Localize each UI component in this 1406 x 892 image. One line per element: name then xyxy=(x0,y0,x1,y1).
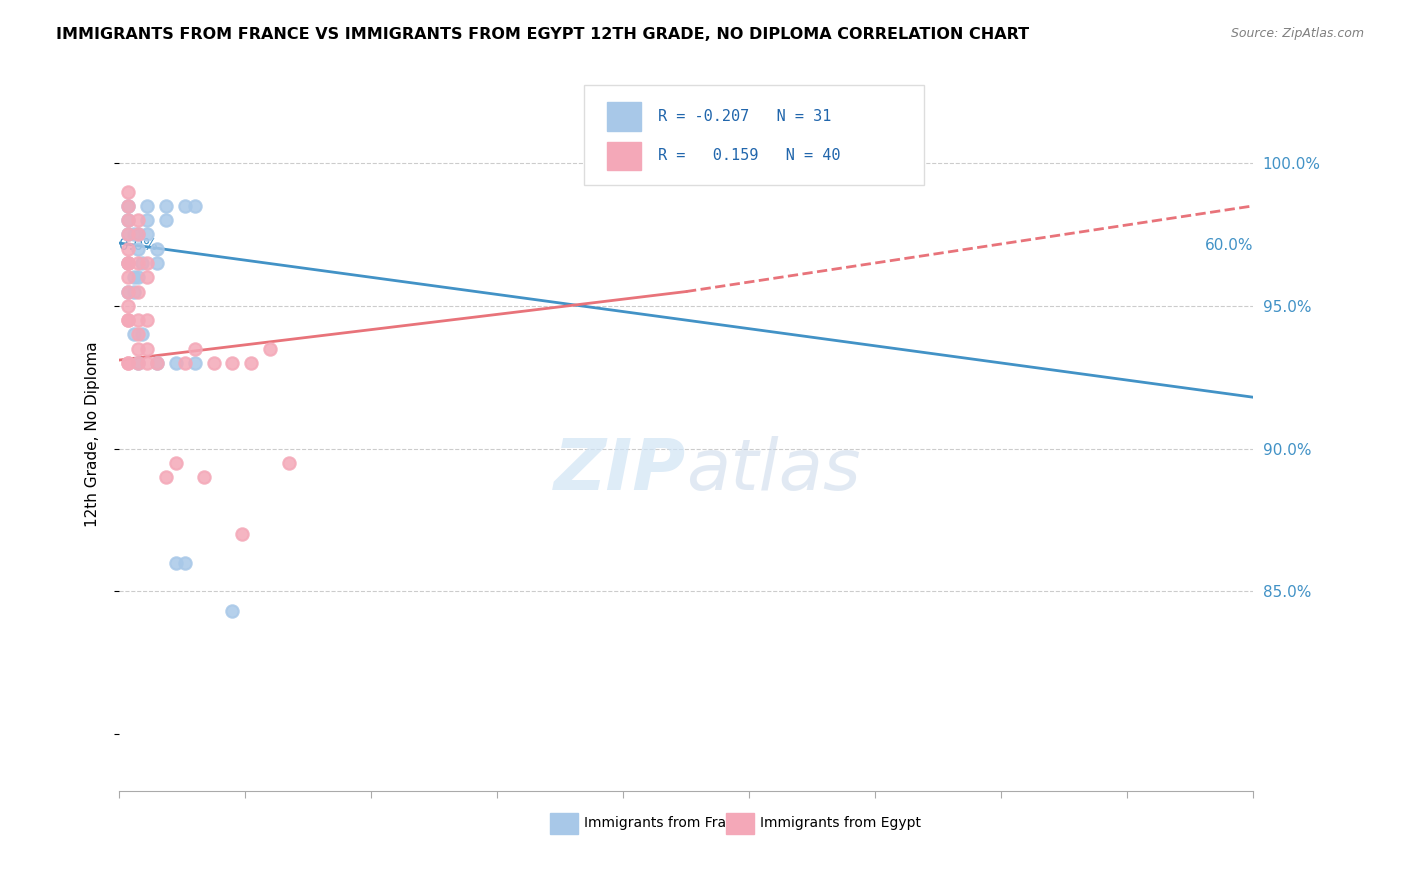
Text: Immigrants from Egypt: Immigrants from Egypt xyxy=(759,816,921,830)
Point xyxy=(117,256,139,270)
Point xyxy=(117,242,139,256)
Point xyxy=(117,285,139,299)
Point xyxy=(155,199,177,213)
Point xyxy=(127,313,149,327)
Point xyxy=(117,227,139,242)
Point xyxy=(155,213,177,227)
Point xyxy=(136,356,159,370)
Point xyxy=(183,199,205,213)
Point xyxy=(122,270,145,285)
Point xyxy=(183,342,205,356)
Point xyxy=(146,256,169,270)
Point xyxy=(174,199,197,213)
Text: R =   0.159   N = 40: R = 0.159 N = 40 xyxy=(658,148,841,163)
Point xyxy=(259,342,281,356)
Point xyxy=(127,285,149,299)
Bar xyxy=(725,813,754,834)
Point xyxy=(136,270,159,285)
Point xyxy=(127,356,149,370)
Point xyxy=(240,356,263,370)
Point xyxy=(117,299,139,313)
Point xyxy=(136,227,159,242)
Bar xyxy=(606,142,641,170)
Point xyxy=(117,285,139,299)
Point xyxy=(122,327,145,342)
Point xyxy=(221,356,243,370)
Bar xyxy=(550,813,578,834)
Point xyxy=(117,270,139,285)
Point xyxy=(146,242,169,256)
Point xyxy=(165,456,187,470)
Point xyxy=(117,185,139,199)
Point xyxy=(855,156,877,170)
Bar xyxy=(606,103,641,131)
Point xyxy=(278,456,301,470)
Point xyxy=(155,470,177,484)
Point xyxy=(117,356,139,370)
Point xyxy=(117,213,139,227)
Text: Source: ZipAtlas.com: Source: ZipAtlas.com xyxy=(1230,27,1364,40)
Point xyxy=(117,313,139,327)
Point xyxy=(146,356,169,370)
Point xyxy=(127,227,149,242)
Point xyxy=(117,256,139,270)
Text: 60.0%: 60.0% xyxy=(1205,238,1253,253)
Text: atlas: atlas xyxy=(686,435,860,505)
Y-axis label: 12th Grade, No Diploma: 12th Grade, No Diploma xyxy=(86,342,100,527)
Point xyxy=(131,256,153,270)
Text: R = -0.207   N = 31: R = -0.207 N = 31 xyxy=(658,109,831,124)
Point xyxy=(117,313,139,327)
Point xyxy=(127,356,149,370)
Point xyxy=(221,604,243,618)
Text: IMMIGRANTS FROM FRANCE VS IMMIGRANTS FROM EGYPT 12TH GRADE, NO DIPLOMA CORRELATI: IMMIGRANTS FROM FRANCE VS IMMIGRANTS FRO… xyxy=(56,27,1029,42)
Text: 0.0%: 0.0% xyxy=(120,238,157,253)
Point xyxy=(136,213,159,227)
Point xyxy=(193,470,215,484)
Point xyxy=(127,342,149,356)
Point xyxy=(231,527,253,541)
Point xyxy=(165,356,187,370)
Point xyxy=(117,227,139,242)
Point xyxy=(117,199,139,213)
Point xyxy=(127,256,149,270)
Point xyxy=(855,156,877,170)
Point xyxy=(127,270,149,285)
Point xyxy=(183,356,205,370)
Point xyxy=(202,356,225,370)
Point xyxy=(122,227,145,242)
Point xyxy=(136,199,159,213)
Point xyxy=(165,556,187,570)
Point xyxy=(146,356,169,370)
Point xyxy=(127,227,149,242)
Point xyxy=(174,556,197,570)
Point xyxy=(131,327,153,342)
Point xyxy=(136,313,159,327)
Point xyxy=(136,256,159,270)
Point xyxy=(136,342,159,356)
Point xyxy=(117,256,139,270)
FancyBboxPatch shape xyxy=(583,85,924,185)
Point xyxy=(127,327,149,342)
Point xyxy=(127,242,149,256)
Point xyxy=(174,356,197,370)
Point xyxy=(117,199,139,213)
Point xyxy=(127,213,149,227)
Text: Immigrants from France: Immigrants from France xyxy=(583,816,751,830)
Point xyxy=(122,285,145,299)
Text: ZIP: ZIP xyxy=(554,435,686,505)
Point xyxy=(117,356,139,370)
Point xyxy=(117,213,139,227)
